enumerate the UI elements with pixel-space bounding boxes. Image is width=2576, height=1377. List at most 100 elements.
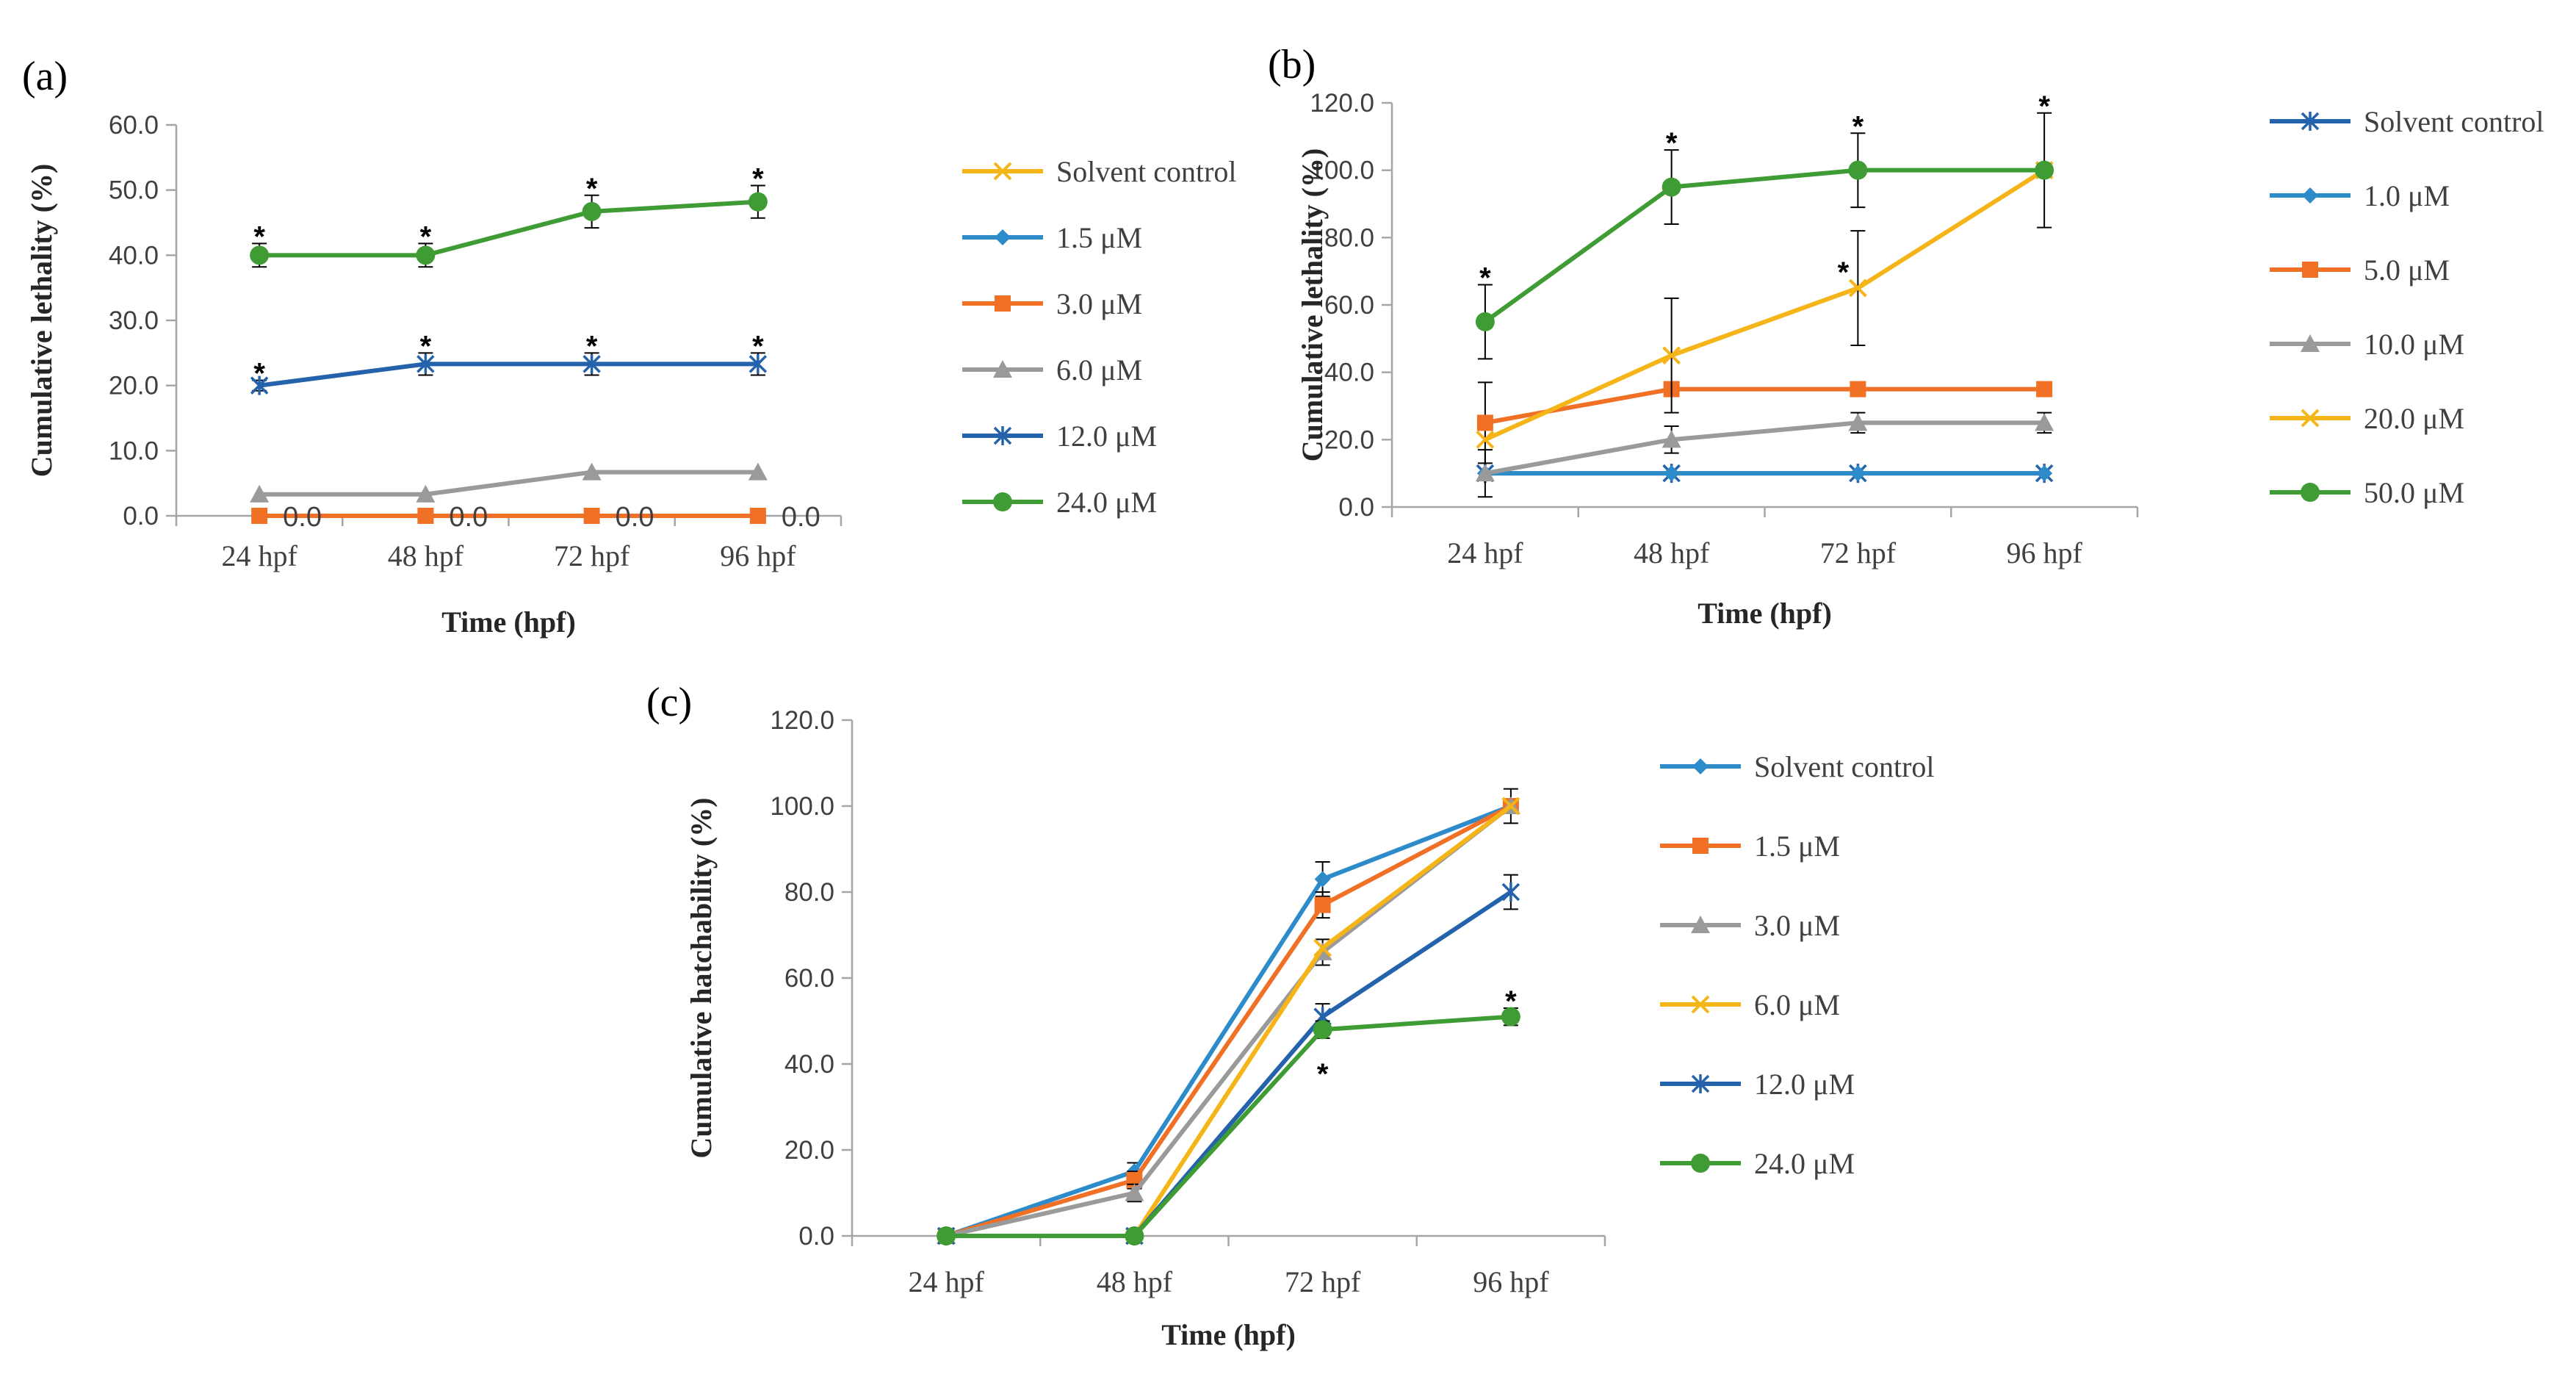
x-tick-label: 96 hpf [720,539,796,572]
data-point [1475,312,1495,331]
legend-marker [2302,187,2318,204]
data-point [416,484,436,503]
series-5: * * * * [250,330,768,395]
x-tick-label: 48 hpf [1097,1265,1173,1298]
data-point [1662,177,1681,197]
data-point [2036,381,2053,398]
data-point [1501,1007,1520,1027]
y-axis-title: Cumulative lethality (%) [25,164,58,478]
x-tick-label: 72 hpf [554,539,630,572]
legend-entry: 3.0 μM [1660,909,1840,942]
data-point [1125,1226,1144,1245]
legend-marker [1692,758,1709,774]
series-line [946,890,1512,1238]
legend-entry: 12.0 μM [962,420,1157,453]
series-line [259,470,758,497]
legend-entry: 1.5 μM [1660,830,1840,863]
panel-label: (b) [1268,42,1316,87]
legend-label: 50.0 μM [2364,476,2464,509]
legend-entry: 6.0 μM [1660,988,1840,1021]
data-point [1850,381,1866,398]
x-tick-label: 72 hpf [1820,536,1897,569]
legend-label: Solvent control [1056,155,1237,188]
y-tick-label: 0.0 [1338,493,1374,522]
legend-marker [2301,409,2320,428]
significance-star: * [1838,256,1850,289]
data-point [1501,882,1520,902]
data-point [1663,465,1680,482]
data-point [1476,414,1493,431]
legend-label: 3.0 μM [1754,909,1840,942]
legend-label: 10.0 μM [2364,328,2464,361]
legend-marker [2301,483,2320,502]
significance-star: * [752,162,764,195]
data-point [2036,465,2053,482]
legend-marker [993,360,1012,378]
y-tick-label: 60.0 [109,111,159,140]
significance-star: * [253,220,265,253]
data-point [1662,430,1681,448]
legend-entry: 3.0 μM [962,287,1142,320]
x-tick-label: 48 hpf [1634,536,1710,569]
y-axis-title: Cumulative lethality (%) [1296,148,1329,462]
data-point [582,354,601,374]
x-tick-label: 72 hpf [1285,1265,1361,1298]
data-point [1314,896,1331,913]
data-label: 0.0 [616,502,654,533]
legend-label: 12.0 μM [1056,420,1157,453]
legend-entry: 24.0 μM [962,486,1157,519]
series-4 [1475,411,2054,498]
series-6: ** [937,985,1520,1245]
significance-star: * [2038,90,2050,123]
series-3 [1476,381,2053,464]
legend-label: 24.0 μM [1056,486,1157,519]
legend-marker [1691,1074,1710,1093]
data-point [1476,430,1495,449]
y-tick-label: 40.0 [1324,359,1374,387]
significance-star: * [586,173,598,205]
x-tick-label: 96 hpf [1473,1265,1549,1298]
y-tick-label: 0.0 [123,502,159,531]
legend-label: Solvent control [1754,750,1935,783]
data-point [250,484,270,503]
y-tick-label: 80.0 [1324,223,1374,252]
chart-panel-1: (a) 0.0 10.0 20.0 30.0 40.0 50.0 60.0 24 hpf 48 h… [22,54,1237,639]
x-tick-label: 48 hpf [388,539,464,572]
legend-entry: 12.0 μM [1660,1068,1855,1101]
y-tick-label: 30.0 [109,306,159,335]
legend-marker [2301,112,2320,131]
legend-marker [993,492,1012,511]
series-6: * * * * [1475,90,2054,360]
y-tick-label: 100.0 [1310,157,1374,185]
y-tick-label: 20.0 [1324,425,1374,454]
data-point [1848,278,1867,298]
series-line [1484,168,2046,442]
legend-marker [1691,1154,1710,1173]
series-4 [250,462,768,503]
significance-star: * [420,220,432,253]
x-tick-label: 24 hpf [908,1265,984,1298]
legend-entry: 1.0 μM [2270,179,2450,212]
legend-marker [995,229,1011,245]
legend-entry: 24.0 μM [1660,1147,1855,1180]
data-point [417,508,434,524]
legend-marker [993,426,1012,445]
y-tick-label: 120.0 [1310,89,1374,118]
series-line [945,804,1512,1238]
data-point [748,462,768,481]
x-tick-label: 96 hpf [2006,536,2082,569]
series-5: * [1476,161,2054,449]
significance-star: * [420,330,432,362]
panel-label: (a) [22,54,68,99]
data-point [582,201,602,221]
y-tick-label: 100.0 [770,792,834,821]
legend-entry: Solvent control [1660,750,1935,783]
data-point [748,192,768,212]
data-point [416,354,435,374]
significance-star: * [1505,985,1517,1018]
significance-star: * [253,358,265,390]
legend-label: 5.0 μM [2364,254,2450,287]
legend-marker [1691,995,1710,1014]
series-line [1484,168,2045,324]
legend-label: 1.5 μM [1754,830,1840,863]
